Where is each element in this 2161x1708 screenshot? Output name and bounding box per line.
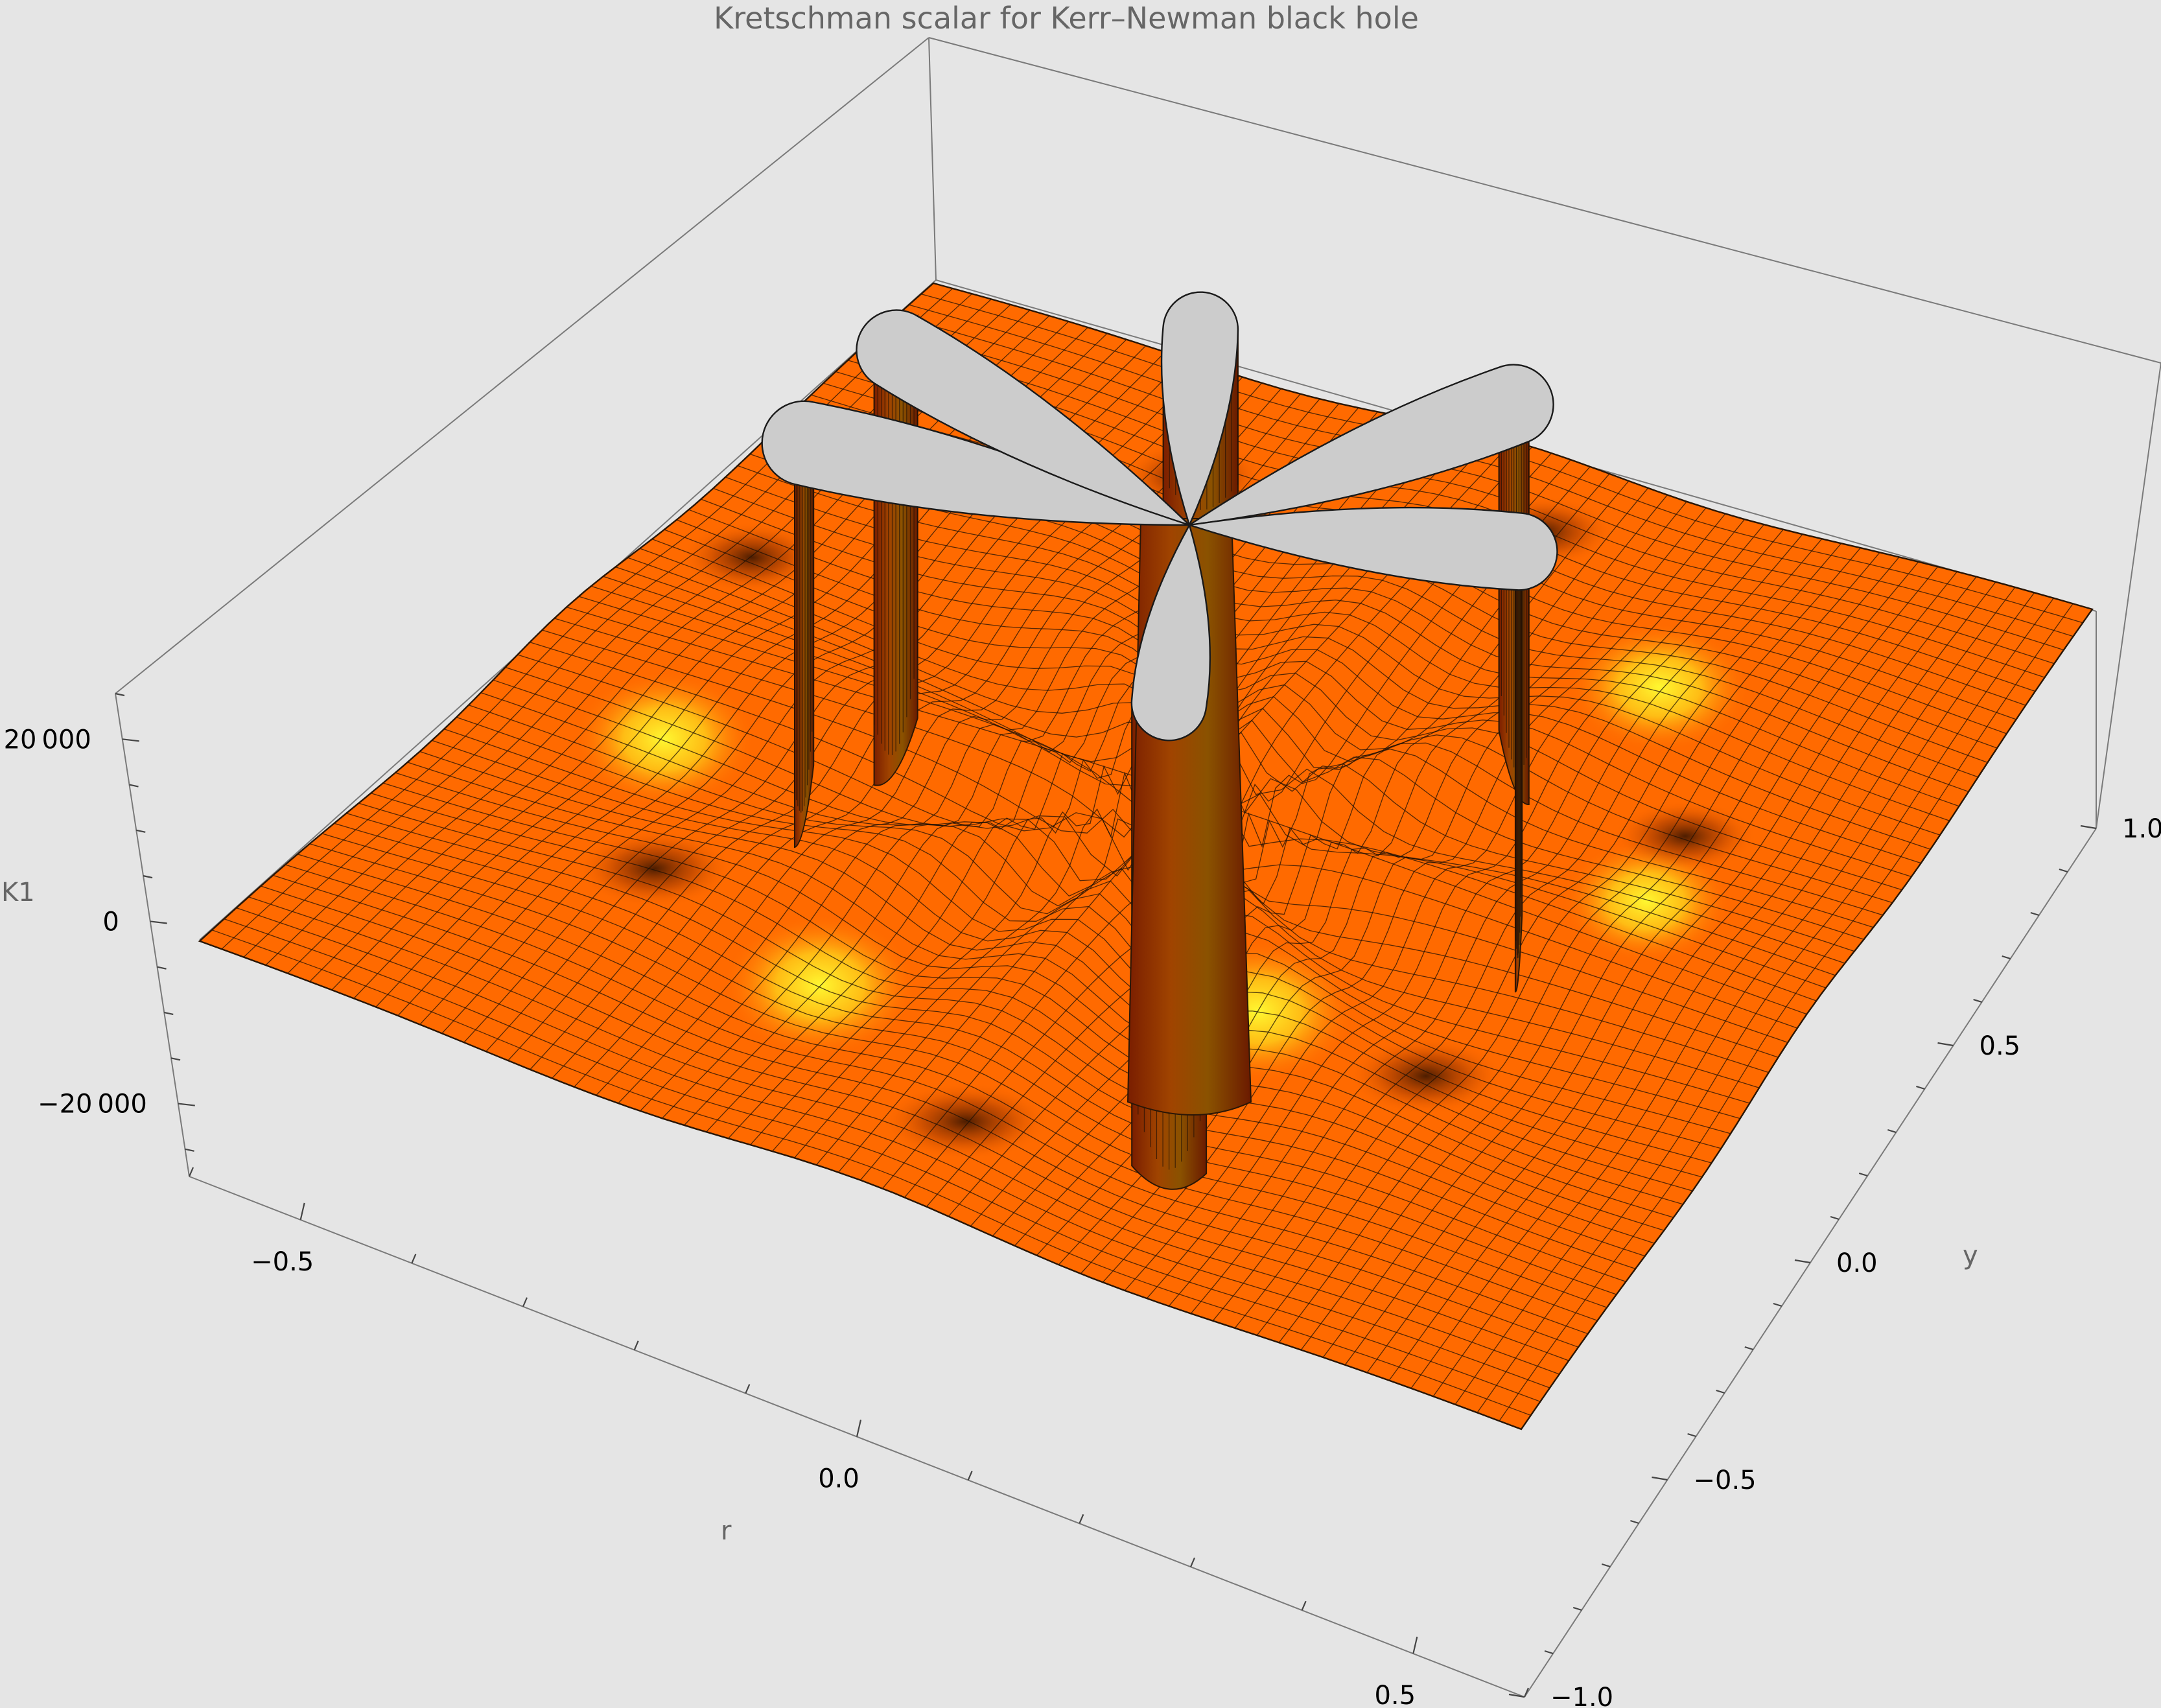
tick-labels: −0.5 0.0 0.5 −1.0 −0.5 0.0 0.5 1.0 −20 000 0 20 00…	[4, 725, 2161, 1708]
x-tick	[1523, 1687, 1530, 1698]
spike-lobe-cap	[1160, 291, 1239, 528]
y-tick	[1652, 1476, 1668, 1481]
mesh-line-r	[1454, 592, 2035, 1405]
x-axis-label: r	[721, 1516, 732, 1546]
y-tick	[1916, 1085, 1925, 1090]
x-tick	[745, 1384, 751, 1394]
y-tick	[1687, 1433, 1696, 1438]
surface-hotspot	[723, 914, 917, 1057]
y-tick	[1773, 1302, 1782, 1307]
mesh-line-r	[1477, 598, 2054, 1413]
z-axis-label: K1	[1, 878, 35, 907]
surface-pit	[1614, 801, 1757, 872]
mesh-line-r	[1499, 603, 2073, 1421]
y-tick	[1601, 1563, 1611, 1568]
y-tick	[1544, 1650, 1554, 1655]
mesh-line-y	[872, 337, 2045, 678]
surface-hotspot	[574, 671, 755, 807]
y-tick	[2059, 868, 2068, 873]
y-tick	[1887, 1129, 1897, 1134]
y-tick-label: −0.5	[1694, 1466, 1757, 1495]
x-tick	[522, 1297, 528, 1307]
y-tick	[2080, 825, 2097, 830]
x-tick	[856, 1420, 862, 1437]
surface-pit	[1348, 1037, 1504, 1115]
x-tick	[299, 1202, 305, 1221]
z-tick	[129, 784, 139, 788]
y-tick-label: −1.0	[1550, 1683, 1613, 1708]
y-tick	[1794, 1259, 1811, 1264]
z-tick-label: −20 000	[38, 1090, 147, 1119]
axis-ticks	[115, 692, 2097, 1698]
x-tick	[967, 1470, 973, 1480]
mesh-line-r	[1432, 587, 2016, 1397]
spike-lobe-cap	[1130, 522, 1211, 742]
z-tick	[157, 966, 167, 970]
x-tick	[411, 1254, 417, 1264]
y-tick	[1830, 1215, 1840, 1221]
x-tick	[188, 1167, 194, 1177]
mesh-line-r	[1388, 576, 1977, 1381]
mesh-line-y	[884, 326, 2055, 664]
z-tick-label: 0	[102, 907, 119, 937]
y-tick-label: 1.0	[2122, 814, 2161, 844]
spike-lobe-cap	[1189, 364, 1554, 526]
y-tick-label: 0.5	[1980, 1031, 2021, 1061]
x-tick	[1189, 1557, 1196, 1567]
z-tick	[164, 1011, 174, 1016]
mesh-line-r	[1366, 571, 1957, 1373]
x-tick	[633, 1340, 639, 1351]
y-tick	[1744, 1346, 1754, 1351]
y-tick	[1858, 1172, 1868, 1177]
z-tick	[143, 875, 153, 879]
x-tick	[1301, 1600, 1307, 1611]
mesh-line-y	[896, 315, 2064, 651]
x-tick-label: 0.5	[1374, 1681, 1416, 1708]
y-tick	[1630, 1519, 1639, 1525]
z-tick	[150, 920, 167, 924]
surface-hotspot	[1569, 622, 1750, 752]
y-tick	[1572, 1606, 1582, 1611]
mesh-line-r	[1322, 561, 1919, 1358]
y-tick	[2002, 955, 2011, 960]
y-tick	[1937, 1042, 1954, 1047]
mesh-line-r	[1410, 581, 1996, 1389]
surface-edge	[198, 282, 2094, 1431]
spike-clipped-top	[761, 291, 1558, 742]
spike-lobe-cap	[856, 309, 1190, 526]
y-tick-label: 0.0	[1836, 1248, 1878, 1278]
z-tick	[178, 1103, 195, 1106]
z-tick	[185, 1148, 194, 1152]
spike-lobe-cap	[1189, 506, 1558, 591]
z-tick	[115, 692, 125, 697]
chart-title: Kretschman scalar for Kerr–Newman black …	[714, 1, 1419, 36]
x-tick	[1412, 1636, 1418, 1654]
mesh-line-r	[1344, 566, 1939, 1366]
y-tick	[1508, 1693, 1525, 1698]
spike-lobe-cap	[761, 400, 1190, 526]
z-tick	[170, 1057, 181, 1061]
z-tick-label: 20 000	[4, 725, 91, 755]
y-axis-label: y	[1963, 1241, 1978, 1270]
z-tick	[136, 829, 146, 833]
y-tick	[1973, 998, 1982, 1003]
surface	[198, 282, 2094, 1431]
y-tick	[2030, 911, 2040, 917]
x-tick-label: 0.0	[818, 1464, 859, 1494]
z-tick	[122, 738, 139, 742]
x-tick-label: −0.5	[251, 1247, 314, 1277]
x-tick	[1079, 1514, 1084, 1524]
mesh-line-y	[909, 304, 2073, 637]
y-tick	[1716, 1389, 1725, 1394]
